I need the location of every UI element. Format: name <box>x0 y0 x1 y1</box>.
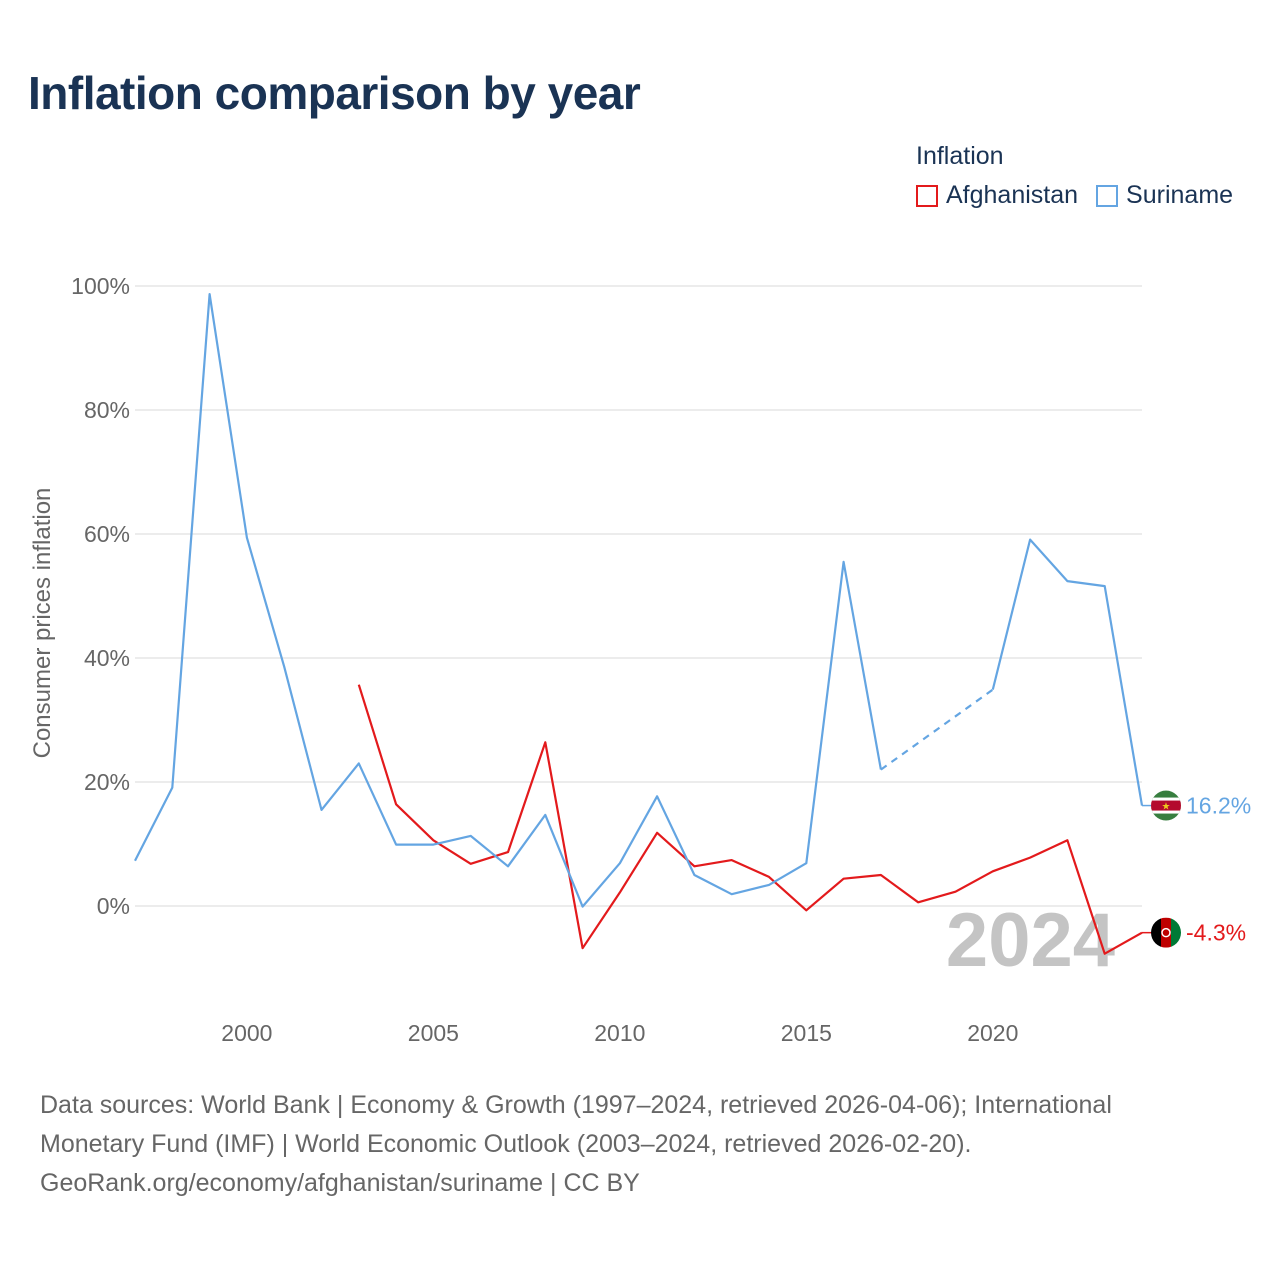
data-point-afghanistan <box>729 857 735 863</box>
data-point-suriname <box>878 767 884 773</box>
x-tick-label: 2015 <box>781 1020 832 1046</box>
data-point-afghanistan <box>1064 837 1070 843</box>
data-point-afghanistan <box>990 868 996 874</box>
data-point-afghanistan <box>617 889 623 895</box>
source-line-3: GeoRank.org/economy/afghanistan/suriname… <box>40 1169 640 1197</box>
data-point-afghanistan <box>878 872 884 878</box>
x-tick-label: 2000 <box>221 1020 272 1046</box>
y-tick-label: 20% <box>84 769 130 795</box>
source-line-2: Monetary Fund (IMF) | World Economic Out… <box>40 1130 972 1158</box>
legend-item-afghanistan[interactable]: Afghanistan <box>916 181 1078 210</box>
x-tick-label: 2005 <box>408 1020 459 1046</box>
data-point-suriname <box>169 785 175 791</box>
data-point-afghanistan <box>468 861 474 867</box>
data-point-afghanistan <box>953 889 959 895</box>
afghanistan-flag-icon <box>1151 917 1181 948</box>
y-tick-label: 80% <box>84 397 130 423</box>
data-point-afghanistan <box>766 874 772 880</box>
y-tick-label: 60% <box>84 521 130 547</box>
data-point-suriname <box>654 793 660 799</box>
data-point-suriname <box>207 291 213 297</box>
source-line-1: Data sources: World Bank | Economy & Gro… <box>40 1091 1112 1119</box>
data-point-afghanistan <box>505 849 511 855</box>
data-point-suriname <box>803 860 809 866</box>
data-point-afghanistan <box>580 945 586 951</box>
data-point-suriname <box>468 833 474 839</box>
legend-label-suriname: Suriname <box>1126 181 1234 209</box>
legend-swatch-afghanistan <box>916 184 938 207</box>
line-chart: 0% 20% 40% 60% 80% 100% 2000 2005 2010 2015 2020 Co… <box>29 273 1251 1046</box>
data-point-suriname <box>393 842 399 848</box>
data-point-suriname <box>691 872 697 878</box>
data-source-note: Data sources: World Bank | Economy & Gro… <box>40 1086 1240 1203</box>
end-label-afghanistan: -4.3% <box>1186 920 1246 946</box>
data-point-suriname <box>505 863 511 869</box>
data-point-afghanistan <box>356 682 362 688</box>
data-point-suriname <box>318 807 324 813</box>
data-point-suriname <box>729 891 735 897</box>
legend: Inflation Afghanistan Suriname <box>916 142 1233 210</box>
data-point-suriname <box>766 882 772 888</box>
data-point-afghanistan <box>542 739 548 745</box>
series-line-suriname-0 <box>134 293 882 908</box>
x-tick-label: 2020 <box>967 1020 1018 1046</box>
y-tick-label: 100% <box>71 273 130 299</box>
data-point-afghanistan <box>1102 951 1108 957</box>
data-point-suriname <box>617 860 623 866</box>
data-point-afghanistan <box>841 876 847 882</box>
x-tick-label: 2010 <box>594 1020 645 1046</box>
data-point-suriname <box>132 858 138 864</box>
data-point-suriname <box>542 812 548 818</box>
data-point-suriname <box>990 687 996 693</box>
series-line-suriname-2 <box>991 538 1144 806</box>
data-point-suriname <box>841 559 847 565</box>
data-point-afghanistan <box>915 899 921 905</box>
svg-text:★: ★ <box>1162 802 1171 813</box>
legend-label-afghanistan: Afghanistan <box>946 181 1079 209</box>
legend-item-suriname[interactable]: Suriname <box>1096 181 1233 210</box>
year-watermark: 2024 <box>946 898 1115 983</box>
data-point-suriname <box>1064 578 1070 584</box>
suriname-flag-icon: ★ <box>1151 790 1181 821</box>
legend-swatch-suriname <box>1096 184 1119 207</box>
end-label-suriname: 16.2% <box>1186 793 1251 819</box>
data-point-afghanistan <box>654 830 660 836</box>
data-point-afghanistan <box>803 907 809 913</box>
legend-title: Inflation <box>916 142 1004 170</box>
data-point-suriname <box>244 535 250 541</box>
y-axis-label: Consumer prices inflation <box>29 488 56 759</box>
data-point-afghanistan <box>1027 855 1033 861</box>
chart-title: Inflation comparison by year <box>28 67 641 119</box>
y-tick-label: 40% <box>84 645 130 671</box>
data-point-afghanistan <box>393 801 399 807</box>
data-point-suriname <box>580 904 586 910</box>
data-point-suriname <box>356 760 362 766</box>
data-point-suriname <box>430 842 436 848</box>
series-line-afghanistan-0 <box>357 684 1143 955</box>
data-point-suriname <box>1102 583 1108 589</box>
y-tick-label: 0% <box>97 893 130 919</box>
series-line-suriname-dashed <box>880 688 994 771</box>
data-point-suriname <box>1027 537 1033 543</box>
data-point-suriname <box>281 664 287 670</box>
